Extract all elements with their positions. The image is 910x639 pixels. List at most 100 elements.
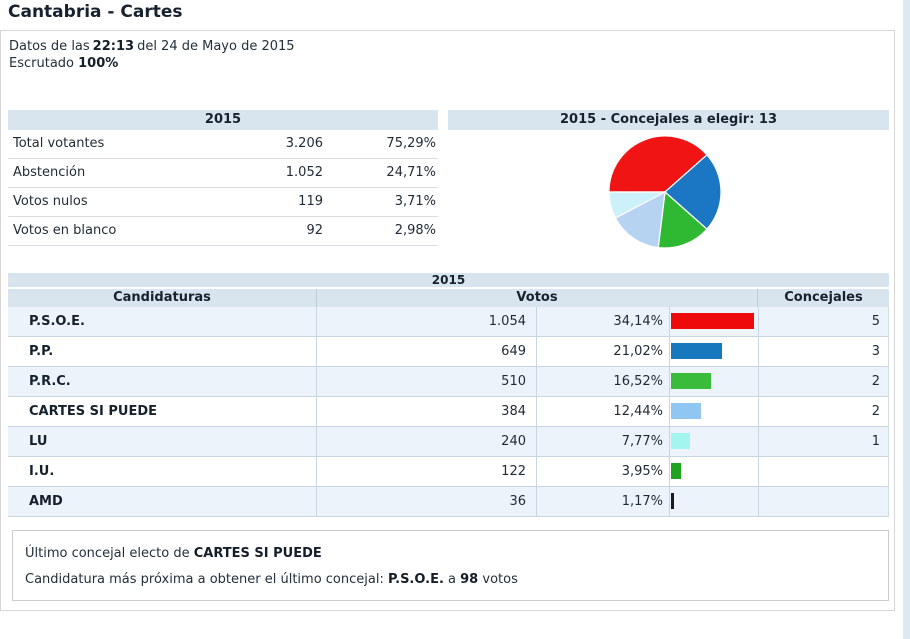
results-row: P.R.C. 510 16,52% 2 — [8, 367, 889, 397]
votes-percentage: 12,44% — [536, 397, 669, 426]
data-time: 22:13 — [92, 39, 135, 54]
vote-share-bar — [671, 313, 754, 329]
summary-row-value: 3.206 — [285, 136, 323, 151]
closest-party-line: Candidatura más próxima a obtener el últ… — [25, 572, 518, 587]
votes-value: 122 — [316, 457, 536, 486]
results-column-headers: Candidaturas Votos Concejales — [8, 289, 889, 307]
pie-slice-p-s-o-e — [608, 135, 708, 193]
votes-value: 510 — [316, 367, 536, 396]
summary-row-label: Votos en blanco — [13, 223, 117, 238]
vote-share-bar — [671, 493, 674, 509]
votes-value: 649 — [316, 337, 536, 366]
vote-share-bar — [671, 403, 701, 419]
party-name: I.U. — [29, 464, 55, 479]
closest-votes: 98 — [460, 572, 479, 587]
results-year-header: 2015 — [8, 273, 889, 287]
vote-share-bar — [671, 433, 690, 449]
column-header-candidaturas: Candidaturas — [113, 290, 211, 305]
summary-row: Votos nulos 119 3,71% — [8, 188, 438, 217]
vote-share-bar-cell — [669, 487, 758, 516]
last-seat-party: CARTES SI PUEDE — [193, 546, 322, 561]
seats-value — [758, 457, 888, 486]
pie-panel: 2015 - Concejales a elegir: 13 — [448, 110, 889, 252]
vote-share-bar-cell — [669, 307, 758, 336]
party-name: P.P. — [29, 344, 54, 359]
seats-value: 3 — [758, 337, 888, 366]
pie-slice-p-p — [664, 154, 722, 230]
content-container: Datos de las 22:13 del 24 de Mayo de 2015 … — [0, 30, 895, 611]
results-row: CARTES SI PUEDE 384 12,44% 2 — [8, 397, 889, 427]
pie-slice-p-r-c — [657, 190, 708, 249]
votes-value: 1.054 — [316, 307, 536, 336]
summary-row-pct: 24,71% — [386, 165, 436, 180]
summary-year-header: 2015 — [8, 110, 438, 130]
vote-share-bar-cell — [669, 367, 758, 396]
summary-row-label: Votos nulos — [13, 194, 88, 209]
results-row: P.S.O.E. 1.054 34,14% 5 — [8, 307, 889, 337]
results-rows: P.S.O.E. 1.054 34,14% 5 P.P. 649 21,02% 3 P.R.C.… — [8, 307, 889, 517]
pie-slice-cartes-si-puede — [614, 190, 666, 249]
vote-share-bar-cell — [669, 397, 758, 426]
summary-row-value: 119 — [298, 194, 323, 209]
results-row: LU 240 7,77% 1 — [8, 427, 889, 457]
party-name: CARTES SI PUEDE — [29, 404, 158, 419]
summary-row: Abstención 1.052 24,71% — [8, 159, 438, 188]
votes-percentage: 16,52% — [536, 367, 669, 396]
escrutado-line: Escrutado 100% — [9, 55, 295, 72]
party-name: P.R.C. — [29, 374, 71, 389]
summary-row: Total votantes 3.206 75,29% — [8, 130, 438, 159]
votes-percentage: 3,95% — [536, 457, 669, 486]
vote-share-bar — [671, 343, 722, 359]
summary-rows: Total votantes 3.206 75,29% Abstención 1.052… — [8, 130, 438, 246]
votes-value: 240 — [316, 427, 536, 456]
results-row: AMD 36 1,17% — [8, 487, 889, 517]
party-name: AMD — [29, 494, 63, 509]
seats-value: 5 — [758, 307, 888, 336]
summary-row-pct: 3,71% — [394, 194, 436, 209]
seats-value: 2 — [758, 367, 888, 396]
votes-percentage: 21,02% — [536, 337, 669, 366]
votes-value: 384 — [316, 397, 536, 426]
pie-panel-header: 2015 - Concejales a elegir: 13 — [448, 110, 889, 130]
results-row: I.U. 122 3,95% — [8, 457, 889, 487]
seats-value: 2 — [758, 397, 888, 426]
column-header-concejales: Concejales — [784, 290, 863, 305]
results-panel: 2015 Candidaturas Votos Concejales P.S.O… — [8, 273, 889, 517]
seats-value — [758, 487, 888, 516]
page-title: Cantabria - Cartes — [8, 2, 183, 22]
vote-share-bar-cell — [669, 427, 758, 456]
last-seat-line: Último concejal electo de CARTES SI PUED… — [25, 546, 322, 561]
summary-row-label: Total votantes — [13, 136, 105, 151]
summary-panel: 2015 Total votantes 3.206 75,29% Abstención… — [8, 110, 438, 246]
footer-note-box: Último concejal electo de CARTES SI PUED… — [12, 530, 889, 601]
column-header-votos: Votos — [316, 289, 758, 307]
results-row: P.P. 649 21,02% 3 — [8, 337, 889, 367]
last-seat-prefix: Último concejal electo de — [25, 546, 190, 561]
votes-percentage: 34,14% — [536, 307, 669, 336]
votes-percentage: 7,77% — [536, 427, 669, 456]
party-name: LU — [29, 434, 48, 449]
escrutado-label: Escrutado — [9, 56, 74, 71]
vote-share-bar-cell — [669, 337, 758, 366]
scrollbar-track[interactable] — [903, 0, 910, 639]
summary-row-value: 1.052 — [285, 165, 323, 180]
datos-suffix: del 24 de Mayo de 2015 — [137, 39, 295, 54]
votes-value: 36 — [316, 487, 536, 516]
party-name: P.S.O.E. — [29, 314, 85, 329]
update-info: Datos de las 22:13 del 24 de Mayo de 2015 … — [9, 38, 295, 72]
datos-prefix: Datos de las — [9, 39, 90, 54]
summary-row-pct: 75,29% — [386, 136, 436, 151]
summary-row-pct: 2,98% — [394, 223, 436, 238]
vote-share-bar — [671, 463, 681, 479]
seats-value: 1 — [758, 427, 888, 456]
vote-share-bar-cell — [669, 457, 758, 486]
summary-row-value: 92 — [306, 223, 323, 238]
summary-row-label: Abstención — [13, 165, 86, 180]
closest-prefix: Candidatura más próxima a obtener el últ… — [25, 572, 384, 587]
votes-percentage: 1,17% — [536, 487, 669, 516]
pie-slice-lu — [608, 191, 666, 219]
vote-share-bar — [671, 373, 711, 389]
escrutado-value: 100% — [78, 56, 119, 71]
seats-pie-chart — [608, 135, 722, 249]
